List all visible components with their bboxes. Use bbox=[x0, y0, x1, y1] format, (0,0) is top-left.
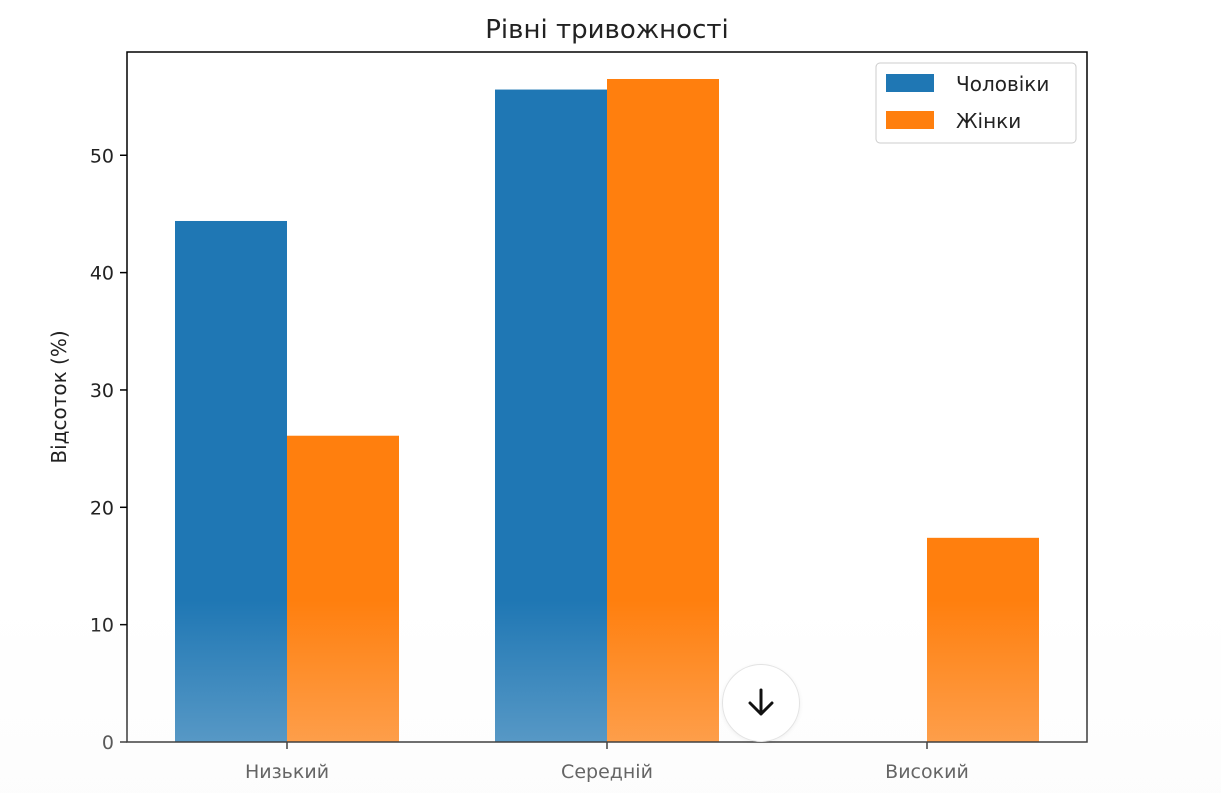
chart-title: Рівні тривожності bbox=[485, 15, 728, 45]
arrow-down-icon bbox=[748, 688, 774, 716]
legend-label-1: Жінки bbox=[956, 109, 1021, 133]
legend-swatch-0 bbox=[886, 74, 934, 92]
y-tick-label: 40 bbox=[90, 263, 114, 285]
bar-жінки-0 bbox=[287, 435, 399, 742]
y-tick-label: 30 bbox=[90, 380, 114, 402]
bar-чоловіки-1 bbox=[495, 89, 607, 742]
y-ticks-group: 0 10 20 30 40 50 bbox=[90, 145, 127, 754]
legend-label-0: Чоловіки bbox=[956, 72, 1049, 96]
y-tick-label: 20 bbox=[90, 497, 114, 519]
legend: Чоловіки Жінки bbox=[875, 62, 1077, 144]
x-tick-label: Середній bbox=[561, 761, 653, 783]
bar-жінки-1 bbox=[607, 78, 719, 742]
x-tick-label: Низький bbox=[245, 761, 329, 783]
y-tick-label: 50 bbox=[90, 145, 114, 167]
bars-group bbox=[175, 78, 1039, 742]
scroll-down-button[interactable] bbox=[722, 664, 800, 742]
plot-frame bbox=[126, 51, 1088, 743]
x-ticks-group: Низький Середній Високий bbox=[245, 742, 969, 783]
bar-жінки-2 bbox=[927, 537, 1039, 742]
y-tick-label: 0 bbox=[102, 732, 114, 754]
legend-swatch-1 bbox=[886, 111, 934, 129]
x-tick-label: Високий bbox=[885, 761, 969, 783]
bar-чоловіки-0 bbox=[175, 220, 287, 742]
y-tick-label: 10 bbox=[90, 615, 114, 637]
y-axis-label: Відсоток (%) bbox=[47, 330, 71, 463]
